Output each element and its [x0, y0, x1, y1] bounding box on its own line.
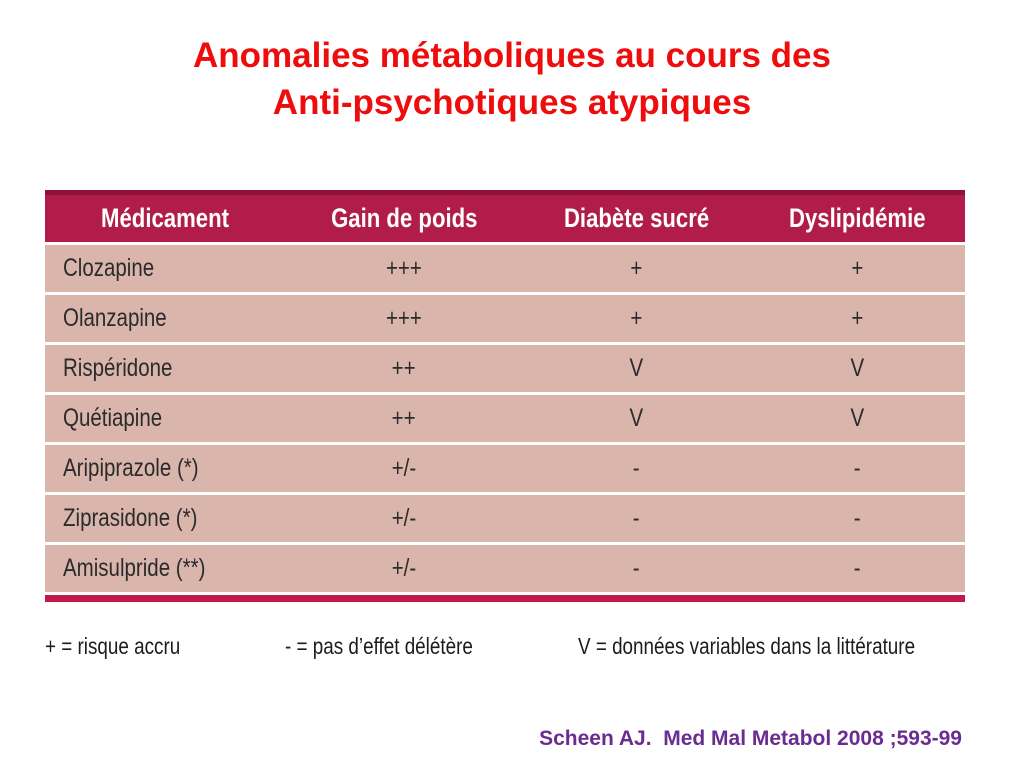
dyslipidemie-cell: -	[853, 454, 861, 482]
gain-de-poids-cell: ++	[391, 354, 416, 382]
header-cell-diabete-sucre: Diabète sucré	[563, 203, 709, 233]
table-row: Olanzapine +++ + +	[45, 295, 965, 342]
table-row: Ziprasidone (*) +/- - -	[45, 495, 965, 542]
drug-name-cell: Olanzapine	[63, 304, 167, 332]
diabete-sucre-cell: +	[630, 254, 643, 282]
legend-item-minus: - = pas d’effet délétère	[285, 633, 473, 659]
gain-de-poids-cell: ++	[391, 404, 416, 432]
gain-de-poids-cell: +/-	[391, 554, 417, 582]
table-row: Aripiprazole (*) +/- - -	[45, 445, 965, 492]
page-title: Anomalies métaboliques au cours des Anti-…	[0, 32, 1024, 126]
diabete-sucre-cell: -	[632, 454, 640, 482]
reference-citation: Scheen AJ. Med Mal Metabol 2008 ;593-99	[539, 727, 962, 750]
title-line-1: Anomalies métaboliques au cours des	[193, 36, 831, 75]
dyslipidemie-cell: V	[850, 404, 864, 432]
header-cell-dyslipidemie: Dyslipidémie	[788, 203, 926, 233]
drug-name-cell: Amisulpride (**)	[63, 554, 206, 582]
table-row: Quétiapine ++ V V	[45, 395, 965, 442]
table-bottom-rule	[45, 595, 965, 602]
gain-de-poids-cell: +/-	[391, 504, 417, 532]
diabete-sucre-cell: +	[630, 304, 643, 332]
dyslipidemie-cell: +	[850, 254, 863, 282]
dyslipidemie-cell: V	[850, 354, 864, 382]
gain-de-poids-cell: +/-	[391, 454, 417, 482]
table-header-row: Médicament Gain de poids Diabète sucré D…	[45, 190, 965, 242]
drug-name-cell: Quétiapine	[63, 404, 163, 432]
dyslipidemie-cell: -	[853, 504, 861, 532]
drug-name-cell: Clozapine	[63, 254, 155, 282]
dyslipidemie-cell: -	[853, 554, 861, 582]
header-cell-gain-de-poids: Gain de poids	[330, 203, 477, 233]
antipsychotics-table: Médicament Gain de poids Diabète sucré D…	[45, 190, 965, 602]
dyslipidemie-cell: +	[850, 304, 863, 332]
legend-item-plus: + = risque accru	[45, 633, 181, 659]
diabete-sucre-cell: V	[629, 404, 643, 432]
gain-de-poids-cell: +++	[385, 254, 422, 282]
table-row: Rispéridone ++ V V	[45, 345, 965, 392]
table-row: Amisulpride (**) +/- - -	[45, 545, 965, 592]
diabete-sucre-cell: V	[629, 354, 643, 382]
legend-item-variable: V = données variables dans la littératur…	[578, 633, 916, 659]
gain-de-poids-cell: +++	[385, 304, 422, 332]
drug-name-cell: Ziprasidone (*)	[63, 504, 198, 532]
diabete-sucre-cell: -	[632, 554, 640, 582]
table-row: Clozapine +++ + +	[45, 245, 965, 292]
drug-name-cell: Rispéridone	[63, 354, 173, 382]
title-line-2: Anti-psychotiques atypiques	[272, 83, 752, 122]
header-cell-medicament: Médicament	[100, 203, 229, 233]
drug-name-cell: Aripiprazole (*)	[63, 454, 199, 482]
table-legend: + = risque accru - = pas d’effet délétèr…	[45, 633, 975, 663]
diabete-sucre-cell: -	[632, 504, 640, 532]
